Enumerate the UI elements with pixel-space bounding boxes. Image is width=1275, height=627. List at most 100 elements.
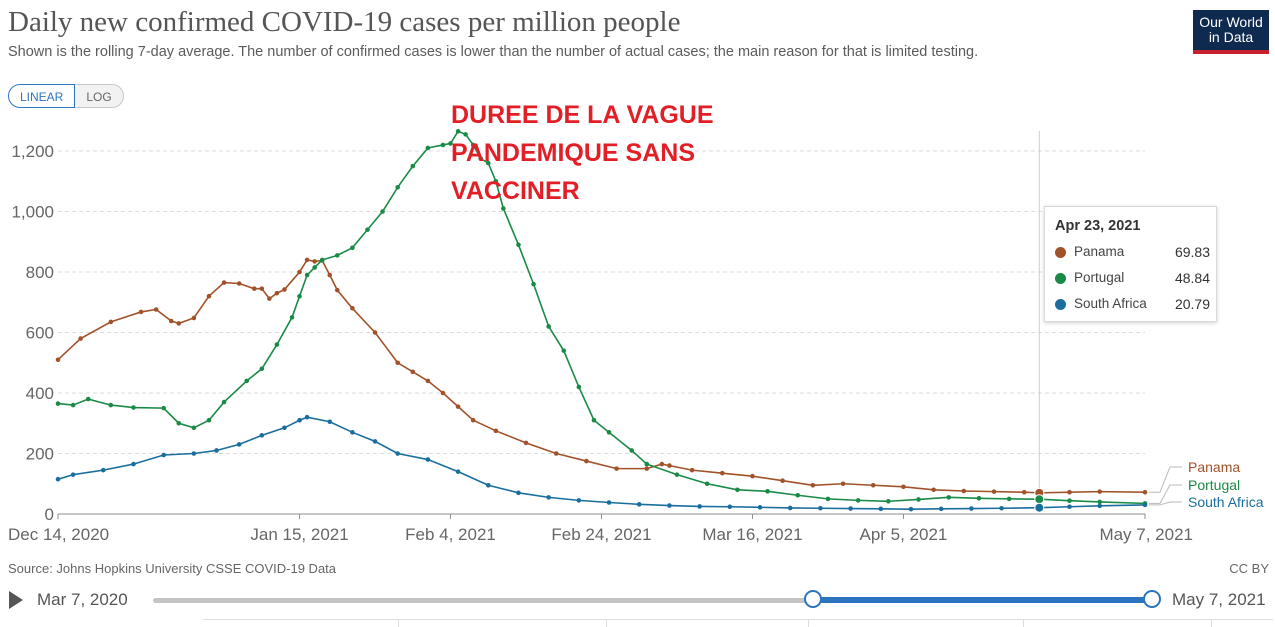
tooltip-series-name: South Africa bbox=[1074, 296, 1147, 311]
south-africa-dot-icon bbox=[1055, 299, 1066, 310]
data-point bbox=[274, 290, 280, 296]
data-point bbox=[138, 309, 144, 315]
logo-line-2: in Data bbox=[1208, 29, 1254, 45]
data-point bbox=[161, 405, 166, 411]
tooltip-date: Apr 23, 2021 bbox=[1055, 218, 1141, 234]
data-point bbox=[1097, 503, 1103, 509]
data-point bbox=[961, 488, 967, 494]
series-end-label: Portugal bbox=[1188, 477, 1240, 493]
red-annotation: DUREE DE LA VAGUE PANDEMIQUE SANS VACCIN… bbox=[451, 96, 714, 210]
timeline-track[interactable] bbox=[153, 598, 1153, 603]
data-point bbox=[85, 396, 91, 402]
scale-toggle: LINEAR LOG bbox=[8, 84, 124, 108]
data-point bbox=[365, 227, 370, 232]
data-point bbox=[176, 321, 182, 326]
tooltip-row-portugal: Portugal 48.84 bbox=[1055, 269, 1210, 289]
timeline-start-handle[interactable] bbox=[804, 590, 822, 608]
data-point bbox=[380, 209, 385, 214]
data-point bbox=[289, 315, 295, 320]
data-point bbox=[455, 129, 461, 134]
data-point bbox=[221, 399, 227, 405]
data-point bbox=[553, 451, 559, 456]
linear-scale-button[interactable]: LINEAR bbox=[8, 84, 76, 108]
timeline-selected-range[interactable] bbox=[813, 597, 1152, 603]
timeline-end-handle[interactable] bbox=[1143, 590, 1161, 608]
data-point bbox=[1067, 504, 1072, 510]
data-point bbox=[735, 487, 740, 493]
tooltip-series-value: 20.79 bbox=[1174, 296, 1210, 312]
data-point bbox=[470, 142, 476, 148]
bottom-tab-bar bbox=[203, 619, 1273, 627]
data-point bbox=[704, 481, 710, 487]
data-point bbox=[810, 482, 816, 488]
data-point bbox=[131, 461, 136, 467]
data-point bbox=[606, 430, 612, 435]
data-point bbox=[855, 498, 861, 503]
data-point bbox=[350, 306, 355, 311]
tooltip-series-name: Portugal bbox=[1074, 270, 1125, 285]
y-tick-label: 1,000 bbox=[11, 203, 54, 222]
data-point bbox=[765, 489, 770, 494]
data-point bbox=[425, 145, 431, 151]
data-point bbox=[214, 448, 219, 453]
data-point bbox=[780, 478, 785, 484]
end-label-connector bbox=[1149, 484, 1182, 504]
data-point bbox=[531, 281, 536, 287]
x-tick-label: Feb 24, 2021 bbox=[551, 525, 651, 544]
data-point bbox=[372, 439, 378, 444]
source-note[interactable]: Source: Johns Hopkins University CSSE CO… bbox=[8, 561, 337, 576]
data-point bbox=[274, 342, 280, 347]
data-point bbox=[55, 357, 61, 363]
play-icon[interactable] bbox=[9, 591, 23, 609]
data-point bbox=[108, 319, 114, 325]
data-point bbox=[440, 142, 446, 148]
data-point bbox=[191, 451, 197, 456]
series-line-south-africa bbox=[57, 416, 1146, 510]
data-point bbox=[644, 461, 650, 467]
owid-logo[interactable]: Our World in Data bbox=[1193, 10, 1269, 54]
data-point bbox=[251, 286, 257, 291]
tooltip-series-value: 48.84 bbox=[1174, 270, 1210, 286]
data-point bbox=[727, 504, 733, 510]
data-point bbox=[70, 472, 76, 477]
data-point bbox=[282, 287, 287, 292]
logo-line-1: Our World bbox=[1199, 14, 1263, 30]
data-point bbox=[108, 402, 114, 408]
data-point bbox=[1006, 496, 1012, 502]
data-point bbox=[916, 497, 921, 502]
data-point bbox=[372, 330, 378, 335]
data-point bbox=[463, 132, 468, 137]
data-point bbox=[787, 505, 793, 511]
data-point bbox=[938, 506, 944, 512]
data-point bbox=[297, 293, 302, 299]
data-point bbox=[304, 414, 310, 420]
y-tick-label: 800 bbox=[26, 263, 54, 282]
data-point bbox=[969, 506, 974, 511]
line-chart[interactable]: 0 200 400 600 800 1,000 1,200 Dec 14, 2020 Jan 1… bbox=[0, 0, 1275, 560]
license-link[interactable]: CC BY bbox=[1229, 561, 1269, 576]
data-point bbox=[131, 405, 136, 410]
data-point bbox=[485, 160, 491, 166]
data-point bbox=[70, 402, 76, 408]
data-point bbox=[478, 156, 484, 161]
data-point bbox=[312, 265, 317, 270]
data-point bbox=[259, 366, 265, 372]
y-tick-label: 0 bbox=[45, 505, 54, 524]
data-point bbox=[1142, 489, 1148, 495]
y-tick-label: 600 bbox=[26, 324, 54, 343]
data-point bbox=[1142, 502, 1148, 508]
series-line-panama bbox=[57, 259, 1146, 494]
timeline-end-label: May 7, 2021 bbox=[1172, 590, 1266, 609]
data-point bbox=[267, 296, 272, 301]
data-point bbox=[259, 433, 265, 438]
x-tick-label: Dec 14, 2020 bbox=[8, 525, 109, 544]
chart-title: Daily new confirmed COVID-19 cases per m… bbox=[8, 6, 681, 38]
data-point bbox=[614, 466, 619, 471]
data-point bbox=[297, 269, 302, 275]
data-point bbox=[946, 495, 952, 500]
data-point bbox=[334, 253, 340, 258]
data-point bbox=[561, 348, 567, 353]
tooltip-series-value: 69.83 bbox=[1174, 244, 1210, 260]
log-scale-button[interactable]: LOG bbox=[75, 84, 124, 108]
data-point bbox=[297, 417, 302, 423]
